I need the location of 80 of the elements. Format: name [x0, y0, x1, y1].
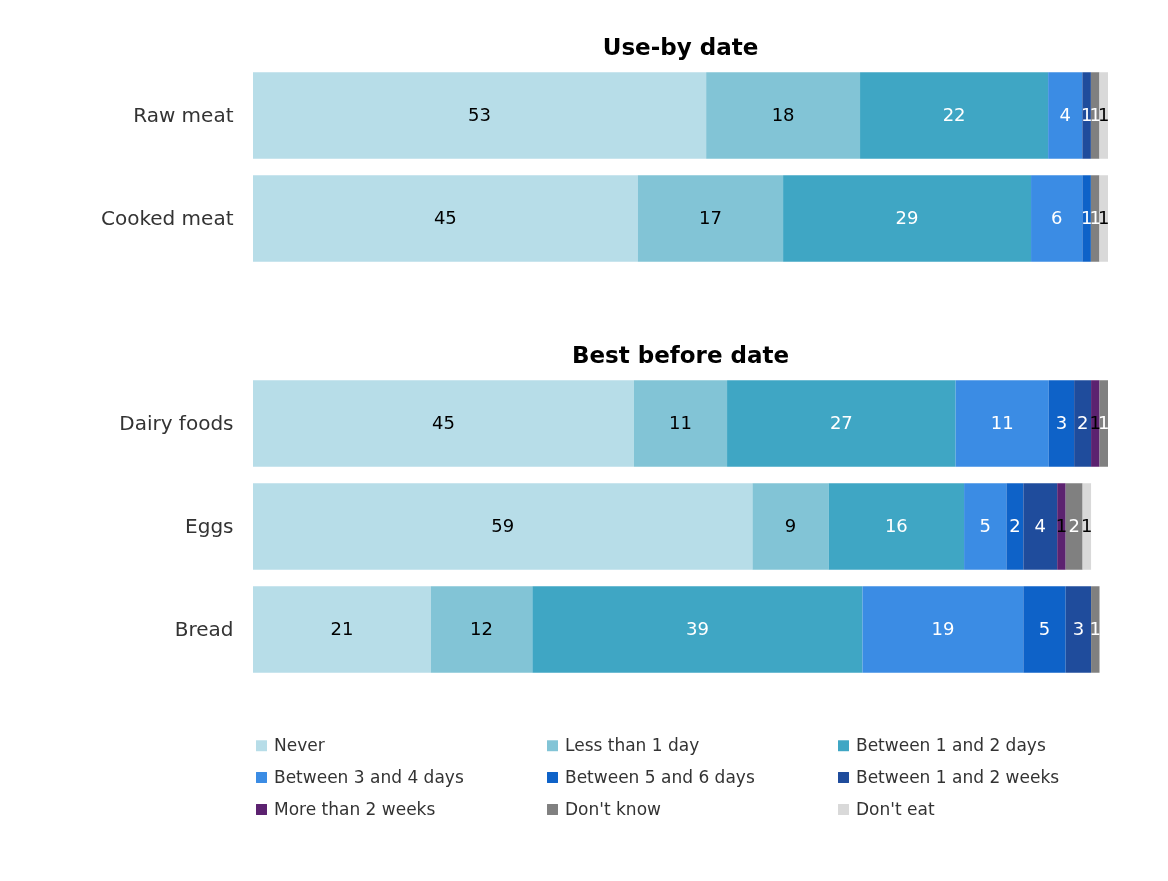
data-label: 45: [433, 206, 457, 228]
data-label: 1: [1098, 411, 1110, 433]
data-label: 9: [784, 514, 797, 536]
legend-label: Don't know: [565, 798, 662, 819]
bar: [1082, 175, 1091, 262]
data-label: 27: [829, 411, 853, 433]
data-label: 11: [669, 411, 692, 433]
data-label: 2: [1009, 514, 1021, 536]
legend-label: Don't eat: [856, 798, 935, 819]
data-label: 39: [685, 617, 709, 639]
bar: [253, 72, 707, 159]
legend-label: More than 2 weeks: [274, 798, 436, 819]
data-label: 19: [931, 617, 955, 639]
bar: [1074, 380, 1092, 467]
data-label: 2: [1068, 514, 1080, 536]
data-label: 12: [470, 617, 494, 639]
bar: [1099, 175, 1108, 262]
data-label: 1: [1089, 617, 1102, 639]
bar: [253, 380, 634, 467]
data-label: 1: [1098, 103, 1110, 125]
bar: [1048, 380, 1075, 467]
legend-label: Between 3 and 4 days: [274, 766, 464, 787]
data-label: 22: [942, 103, 966, 125]
data-label: 11: [990, 411, 1014, 433]
bar: [1099, 72, 1108, 159]
bar: [253, 483, 753, 570]
data-label: 17: [698, 206, 722, 228]
data-label: 16: [884, 514, 908, 536]
bar: [1065, 586, 1092, 673]
bar: [828, 483, 965, 570]
data-label: 29: [895, 206, 919, 228]
y-tick-label: Bread: [174, 616, 234, 641]
bar: [783, 175, 1032, 262]
bar: [633, 380, 728, 467]
data-label: 1: [1081, 514, 1093, 536]
bar: [1023, 586, 1066, 673]
bar: [1031, 175, 1083, 262]
bar: [430, 586, 533, 673]
legend-label: Never: [274, 734, 325, 755]
y-tick-label: Cooked meat: [100, 205, 234, 230]
data-label: 45: [432, 411, 455, 433]
bar: [253, 175, 638, 262]
bar: [752, 483, 829, 570]
bar: [1091, 586, 1100, 673]
bar: [637, 175, 784, 262]
legend-label: Less than 1 day: [565, 734, 700, 755]
bar: [1082, 72, 1091, 159]
data-label: 1: [1098, 206, 1110, 228]
data-label: 18: [771, 103, 795, 125]
legend-label: Between 1 and 2 weeks: [856, 766, 1060, 787]
data-label: 21: [330, 617, 354, 639]
bar: [860, 72, 1049, 159]
bar: [253, 586, 431, 673]
y-tick-label: Raw meat: [133, 102, 234, 127]
data-label: 59: [491, 514, 515, 536]
chart-title: Use-by date: [602, 34, 759, 60]
bar: [862, 586, 1024, 673]
bar: [1065, 483, 1083, 570]
legend-label: Between 1 and 2 days: [856, 734, 1046, 755]
data-label: 4: [1034, 514, 1046, 536]
legend-label: Between 5 and 6 days: [565, 766, 755, 787]
chart-title: Best before date: [571, 342, 790, 368]
data-label: 3: [1055, 411, 1068, 433]
data-label: 2: [1076, 411, 1089, 433]
data-label: 6: [1050, 206, 1063, 228]
bar: [1006, 483, 1024, 570]
bar: [706, 72, 861, 159]
data-label: 5: [1038, 617, 1051, 639]
y-tick-label: Eggs: [185, 513, 234, 538]
bar: [532, 586, 863, 673]
bar: [964, 483, 1007, 570]
data-label: 53: [468, 103, 492, 125]
bar: [1023, 483, 1058, 570]
y-tick-label: Dairy foods: [119, 410, 234, 435]
data-label: 4: [1059, 103, 1071, 125]
bar: [727, 380, 956, 467]
bar: [955, 380, 1049, 467]
data-label: 5: [979, 514, 991, 536]
bar: [1048, 72, 1083, 159]
data-label: 3: [1072, 617, 1085, 639]
